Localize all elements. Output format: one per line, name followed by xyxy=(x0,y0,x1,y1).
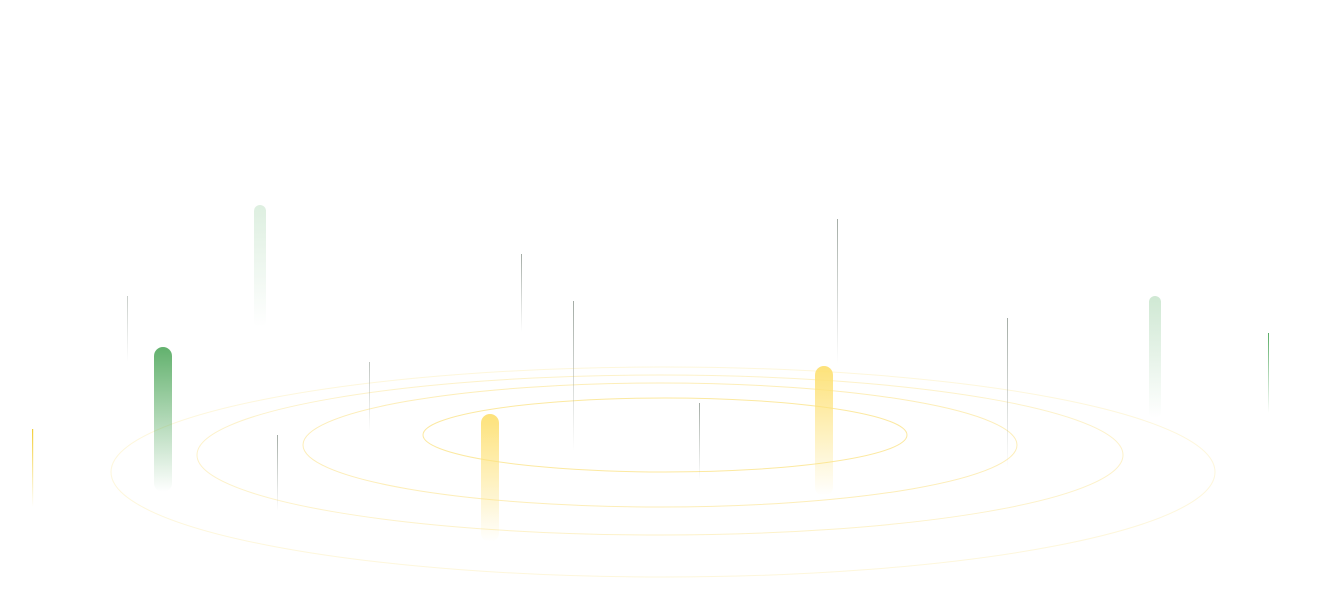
light-line xyxy=(521,254,522,332)
green-pillar xyxy=(154,347,172,492)
yellow-pillar xyxy=(481,414,499,542)
light-line xyxy=(837,219,838,364)
ring-second xyxy=(302,382,1018,508)
light-line xyxy=(277,435,278,511)
ring-third xyxy=(196,374,1124,536)
light-line xyxy=(573,301,574,451)
light-green-pillar xyxy=(1149,296,1161,418)
yellow-pillar xyxy=(815,366,833,496)
light-line xyxy=(32,429,34,507)
light-line xyxy=(699,403,700,480)
pillars xyxy=(154,205,1161,542)
light-line xyxy=(127,296,128,362)
light-line xyxy=(1268,333,1269,413)
ring-inner xyxy=(422,397,908,473)
ring-outer xyxy=(110,366,1216,578)
light-line xyxy=(1007,318,1008,468)
light-green-pillar xyxy=(254,205,266,327)
concentric-rings xyxy=(110,366,1216,578)
thin-lines xyxy=(32,219,1269,511)
light-line xyxy=(369,362,370,432)
